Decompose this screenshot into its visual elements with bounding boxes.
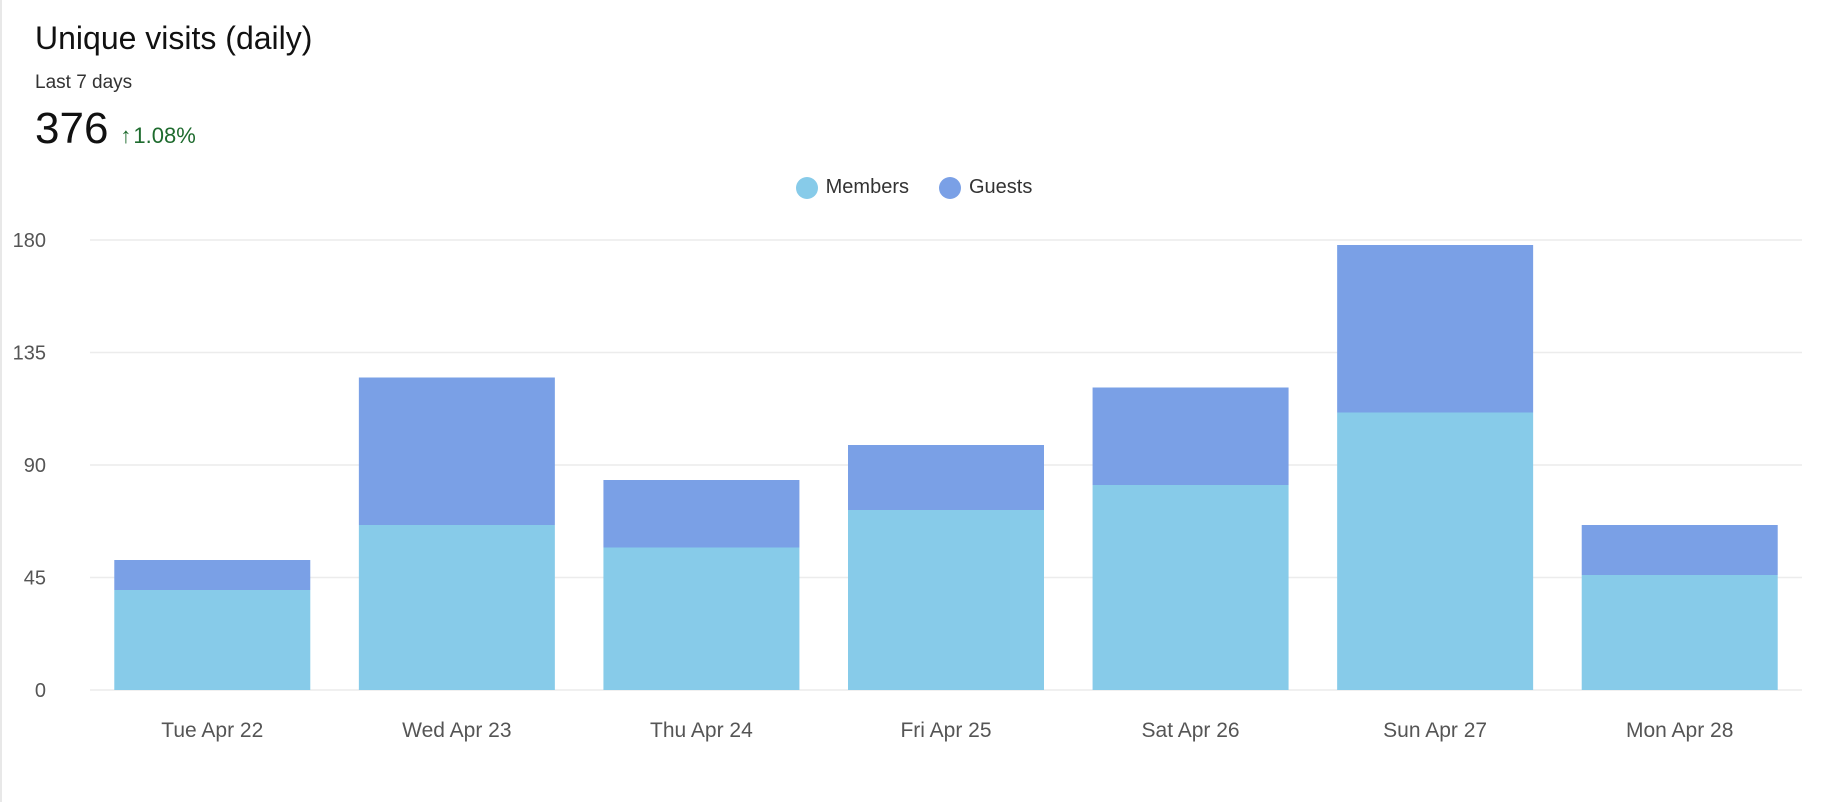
y-tick-label-90: 90 [24, 455, 46, 477]
bar-guests-2[interactable] [603, 480, 800, 548]
bar-guests-4[interactable] [1092, 387, 1289, 486]
x-tick-label-0: Tue Apr 22 [161, 719, 263, 742]
bar-members-6[interactable] [1581, 575, 1778, 690]
legend-item-members[interactable]: Members [795, 176, 909, 199]
bar-guests-6[interactable] [1581, 525, 1778, 575]
x-tick-label-4: Sat Apr 26 [1142, 719, 1240, 742]
delta-badge: ↑ 1.08% [120, 123, 195, 149]
delta-value: 1.08% [133, 123, 196, 148]
metric-summary: 376 ↑ 1.08% [35, 104, 196, 154]
x-tick-label-6: Mon Apr 28 [1626, 719, 1733, 742]
bar-members-2[interactable] [603, 547, 800, 691]
bar-members-0[interactable] [114, 590, 311, 690]
bar-members-5[interactable] [1337, 412, 1534, 691]
legend-swatch-guests [939, 176, 961, 199]
bar-members-1[interactable] [358, 525, 555, 690]
x-tick-label-3: Fri Apr 25 [900, 719, 991, 742]
bar-members-4[interactable] [1092, 485, 1289, 690]
legend-item-guests[interactable]: Guests [939, 176, 1032, 199]
bar-guests-1[interactable] [358, 377, 555, 526]
bar-guests-0[interactable] [114, 560, 311, 590]
y-tick-label-0: 0 [35, 680, 46, 702]
x-tick-label-1: Wed Apr 23 [402, 719, 511, 742]
card-title: Unique visits (daily) [35, 20, 313, 56]
y-tick-label-180: 180 [13, 230, 46, 252]
y-tick-label-45: 45 [24, 568, 46, 590]
chart-legend: Members Guests [2, 176, 1826, 199]
bar-guests-3[interactable] [848, 445, 1044, 510]
legend-label-members: Members [825, 176, 909, 198]
bar-members-3[interactable] [848, 510, 1044, 690]
x-tick-label-2: Thu Apr 24 [650, 719, 753, 742]
total-visits-value: 376 [35, 104, 109, 153]
bar-guests-5[interactable] [1337, 245, 1534, 413]
arrow-up-icon: ↑ [120, 123, 132, 148]
card-subtitle: Last 7 days [35, 72, 133, 93]
x-tick-label-5: Sun Apr 27 [1383, 719, 1487, 742]
y-tick-label-135: 135 [13, 343, 46, 365]
legend-label-guests: Guests [969, 176, 1033, 198]
legend-swatch-members [795, 176, 818, 199]
